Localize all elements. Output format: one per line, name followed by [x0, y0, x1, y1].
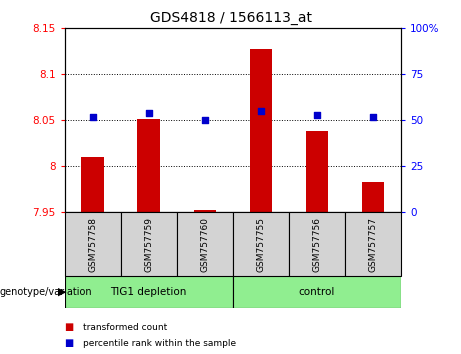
- Bar: [194, 210, 216, 212]
- Point: [313, 112, 321, 118]
- Bar: [233, 276, 401, 308]
- Text: GDS4818 / 1566113_at: GDS4818 / 1566113_at: [149, 11, 312, 25]
- Text: ▶: ▶: [58, 287, 66, 297]
- Text: genotype/variation: genotype/variation: [0, 287, 93, 297]
- Bar: [250, 48, 272, 212]
- Text: GSM757755: GSM757755: [256, 217, 266, 273]
- Bar: [82, 157, 104, 212]
- Bar: [177, 212, 233, 276]
- Bar: [345, 212, 401, 276]
- Bar: [121, 212, 177, 276]
- Bar: [289, 212, 345, 276]
- Bar: [362, 182, 384, 212]
- Text: ■: ■: [65, 322, 74, 332]
- Text: percentile rank within the sample: percentile rank within the sample: [83, 339, 236, 348]
- Text: GSM757756: GSM757756: [313, 217, 321, 273]
- Text: GSM757757: GSM757757: [368, 217, 378, 273]
- Point: [145, 110, 152, 116]
- Point: [201, 118, 208, 123]
- Text: control: control: [299, 287, 335, 297]
- Bar: [65, 276, 233, 308]
- Bar: [137, 119, 160, 212]
- Point: [257, 108, 265, 114]
- Bar: [306, 131, 328, 212]
- Text: ■: ■: [65, 338, 74, 348]
- Bar: [65, 212, 121, 276]
- Point: [369, 114, 377, 120]
- Bar: [233, 212, 289, 276]
- Text: TIG1 depletion: TIG1 depletion: [111, 287, 187, 297]
- Text: GSM757759: GSM757759: [144, 217, 153, 273]
- Point: [89, 114, 96, 120]
- Text: transformed count: transformed count: [83, 323, 167, 332]
- Text: GSM757760: GSM757760: [200, 217, 209, 273]
- Text: GSM757758: GSM757758: [88, 217, 97, 273]
